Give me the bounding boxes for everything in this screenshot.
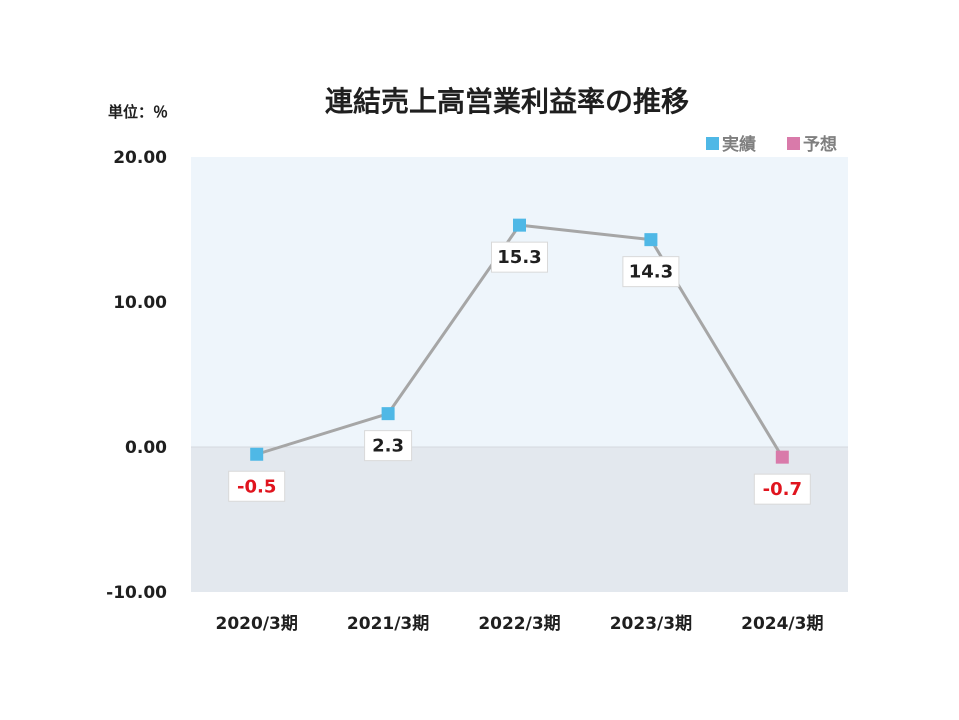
chart-title: 連結売上高営業利益率の推移 xyxy=(325,85,689,118)
data-labels: -0.5 2.3 15.3 14.3 -0.7 xyxy=(228,241,811,505)
y-tick-label: 0.00 xyxy=(125,438,167,458)
data-label-box xyxy=(364,430,413,462)
data-label: 15.3 xyxy=(497,247,541,268)
data-label: -0.7 xyxy=(763,479,802,500)
data-point-marker xyxy=(381,407,395,421)
x-tick-label: 2021/3期 xyxy=(347,614,429,634)
legend-label: 実績 xyxy=(722,134,756,155)
x-tick-label: 2020/3期 xyxy=(216,614,298,634)
data-point-marker xyxy=(250,447,264,461)
y-tick-label: 20.00 xyxy=(113,148,167,168)
markers xyxy=(250,218,789,464)
data-point-marker xyxy=(644,233,658,247)
data-label-box xyxy=(753,473,811,505)
data-label-box xyxy=(491,241,548,273)
x-axis: 2020/3期 2021/3期 2022/3期 2023/3期 2024/3期 xyxy=(216,614,824,634)
legend-swatch xyxy=(706,137,719,150)
legend-swatch xyxy=(787,137,800,150)
negative-area xyxy=(191,447,848,592)
unit-label: 単位：％ xyxy=(108,103,168,121)
x-tick-label: 2023/3期 xyxy=(610,614,692,634)
data-label-box xyxy=(228,470,286,502)
legend: 実績 予想 xyxy=(706,134,837,155)
data-point-marker xyxy=(513,218,526,232)
y-axis: 20.00 10.00 0.00 -10.00 xyxy=(106,148,167,603)
data-label: -0.5 xyxy=(237,476,276,497)
x-tick-label: 2024/3期 xyxy=(741,614,823,634)
y-tick-label: 10.00 xyxy=(113,293,167,313)
data-label: 2.3 xyxy=(372,436,404,457)
data-label: 14.3 xyxy=(629,262,673,283)
data-point-marker xyxy=(775,450,789,464)
positive-area xyxy=(191,157,848,447)
data-label-box xyxy=(622,256,680,288)
x-tick-label: 2022/3期 xyxy=(478,614,560,634)
legend-label: 予想 xyxy=(803,134,837,155)
y-tick-label: -10.00 xyxy=(106,583,167,603)
